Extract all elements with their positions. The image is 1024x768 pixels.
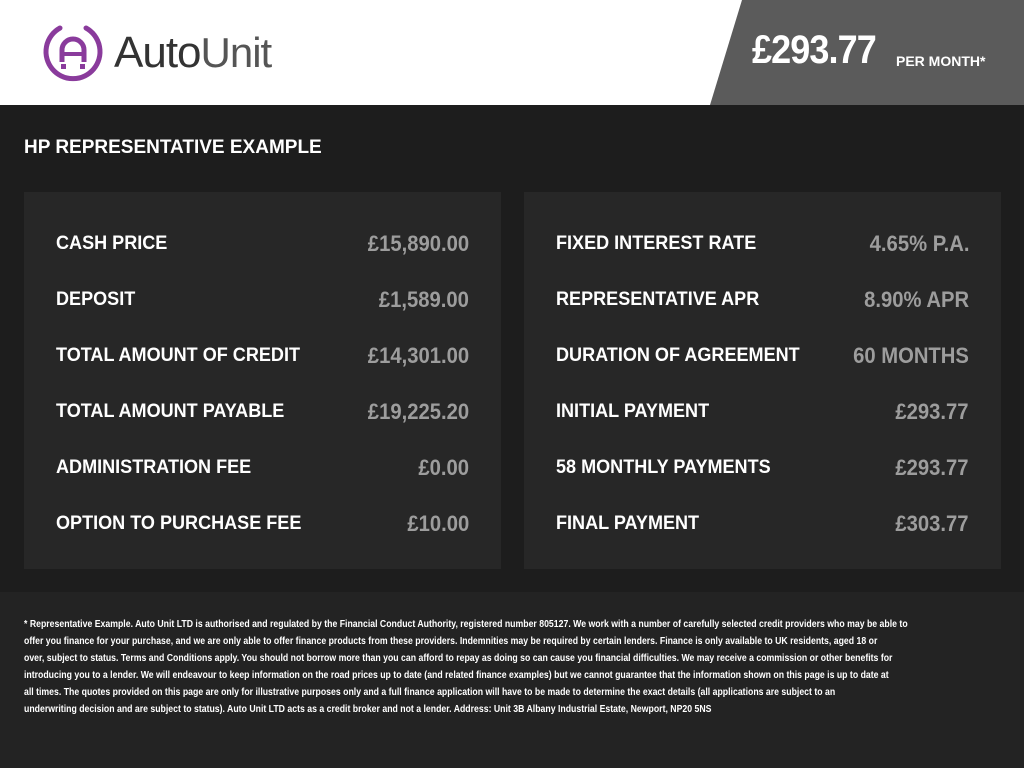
logo-car-icon bbox=[43, 25, 103, 82]
row-value: £0.00 bbox=[418, 455, 469, 480]
row-label: CASH PRICE bbox=[56, 233, 168, 254]
monthly-price: £293.77 bbox=[752, 28, 877, 72]
disclaimer-line: over, subject to status. Terms and Condi… bbox=[24, 652, 893, 664]
row-value: 60 MONTHS bbox=[853, 343, 969, 368]
finance-row: DEPOSIT £1,589.00 bbox=[56, 272, 469, 328]
row-label: OPTION TO PURCHASE FEE bbox=[56, 513, 302, 534]
disclaimer-line: * Representative Example. Auto Unit LTD … bbox=[24, 618, 908, 630]
row-label: INITIAL PAYMENT bbox=[556, 401, 710, 422]
row-value: £10.00 bbox=[407, 511, 469, 536]
finance-panel-right: FIXED INTEREST RATE 4.65% P.A. REPRESENTA… bbox=[524, 192, 1001, 569]
finance-row: DURATION OF AGREEMENT 60 MONTHS bbox=[556, 328, 969, 384]
finance-row: REPRESENTATIVE APR 8.90% APR bbox=[556, 272, 969, 328]
row-label: ADMINISTRATION FEE bbox=[56, 457, 252, 478]
disclaimer-line: underwriting decision and are subject to… bbox=[24, 703, 712, 715]
disclaimer-line: introducing you to a lender. We will end… bbox=[24, 669, 889, 681]
finance-row: OPTION TO PURCHASE FEE £10.00 bbox=[56, 496, 469, 552]
disclaimer-line: all times. The quotes provided on this p… bbox=[24, 686, 836, 698]
finance-row: CASH PRICE £15,890.00 bbox=[56, 216, 469, 272]
row-label: 58 MONTHLY PAYMENTS bbox=[556, 457, 771, 478]
row-label: DURATION OF AGREEMENT bbox=[556, 345, 800, 366]
row-value: 4.65% P.A. bbox=[869, 231, 969, 256]
finance-row: ADMINISTRATION FEE £0.00 bbox=[56, 440, 469, 496]
row-value: £14,301.00 bbox=[367, 343, 469, 368]
finance-row: INITIAL PAYMENT £293.77 bbox=[556, 384, 969, 440]
row-label: FINAL PAYMENT bbox=[556, 513, 700, 534]
per-month-label: PER MONTH* bbox=[896, 53, 986, 69]
row-value: £303.77 bbox=[895, 511, 969, 536]
row-value: £19,225.20 bbox=[367, 399, 469, 424]
row-label: REPRESENTATIVE APR bbox=[556, 289, 760, 310]
row-value: £293.77 bbox=[895, 399, 969, 424]
disclaimer: * Representative Example. Auto Unit LTD … bbox=[0, 592, 1024, 768]
finance-row: 58 MONTHLY PAYMENTS £293.77 bbox=[556, 440, 969, 496]
finance-row: FIXED INTEREST RATE 4.65% P.A. bbox=[556, 216, 969, 272]
finance-row: TOTAL AMOUNT OF CREDIT £14,301.00 bbox=[56, 328, 469, 384]
finance-row: TOTAL AMOUNT PAYABLE £19,225.20 bbox=[56, 384, 469, 440]
disclaimer-line: offer you finance for your purchase, and… bbox=[24, 635, 878, 647]
row-value: £15,890.00 bbox=[367, 231, 469, 256]
row-value: £293.77 bbox=[895, 455, 969, 480]
row-label: DEPOSIT bbox=[56, 289, 136, 310]
monthly-price-panel bbox=[710, 0, 1024, 105]
header: AutoUnit £293.77 PER MONTH* bbox=[0, 0, 1024, 105]
row-label: TOTAL AMOUNT PAYABLE bbox=[56, 401, 285, 422]
row-value: £1,589.00 bbox=[378, 287, 469, 312]
row-label: FIXED INTEREST RATE bbox=[556, 233, 757, 254]
logo-text: AutoUnit bbox=[114, 28, 272, 77]
row-value: 8.90% APR bbox=[864, 287, 969, 312]
finance-panel-left: CASH PRICE £15,890.00 DEPOSIT £1,589.00 TO… bbox=[24, 192, 501, 569]
finance-row: FINAL PAYMENT £303.77 bbox=[556, 496, 969, 552]
auto-unit-logo[interactable]: AutoUnit bbox=[42, 22, 272, 84]
section-title: HP REPRESENTATIVE EXAMPLE bbox=[24, 137, 322, 158]
row-label: TOTAL AMOUNT OF CREDIT bbox=[56, 345, 301, 366]
